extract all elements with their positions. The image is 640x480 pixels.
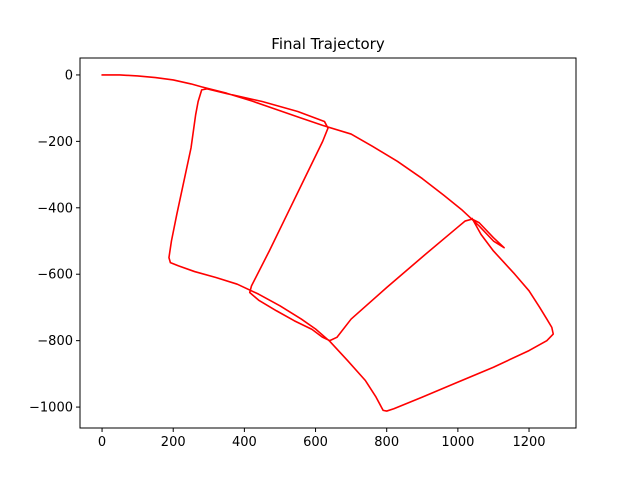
x-tick-label: 400 — [232, 435, 257, 450]
y-tick-label: −600 — [37, 268, 73, 283]
y-tick-label: −800 — [37, 334, 73, 349]
y-tick-label: −200 — [37, 135, 73, 150]
x-axis: 0 200 400 600 800 1000 1200 — [98, 428, 546, 450]
axes-frame — [79, 57, 577, 429]
series-layer — [101, 74, 555, 412]
trajectory-line — [101, 74, 555, 412]
y-tick-label: −1000 — [29, 401, 73, 416]
y-tick-label: −400 — [37, 201, 73, 216]
x-tick-label: 200 — [161, 435, 186, 450]
y-tick-label: 0 — [65, 68, 73, 83]
x-tick-label: 0 — [98, 435, 106, 450]
plot-area — [79, 57, 577, 429]
x-tick-label: 800 — [374, 435, 399, 450]
chart-title: Final Trajectory — [271, 35, 385, 53]
y-axis: 0 −200 −400 −600 −800 −1000 — [29, 68, 80, 416]
x-tick-label: 600 — [303, 435, 328, 450]
x-tick-label: 1000 — [441, 435, 474, 450]
x-tick-label: 1200 — [512, 435, 545, 450]
